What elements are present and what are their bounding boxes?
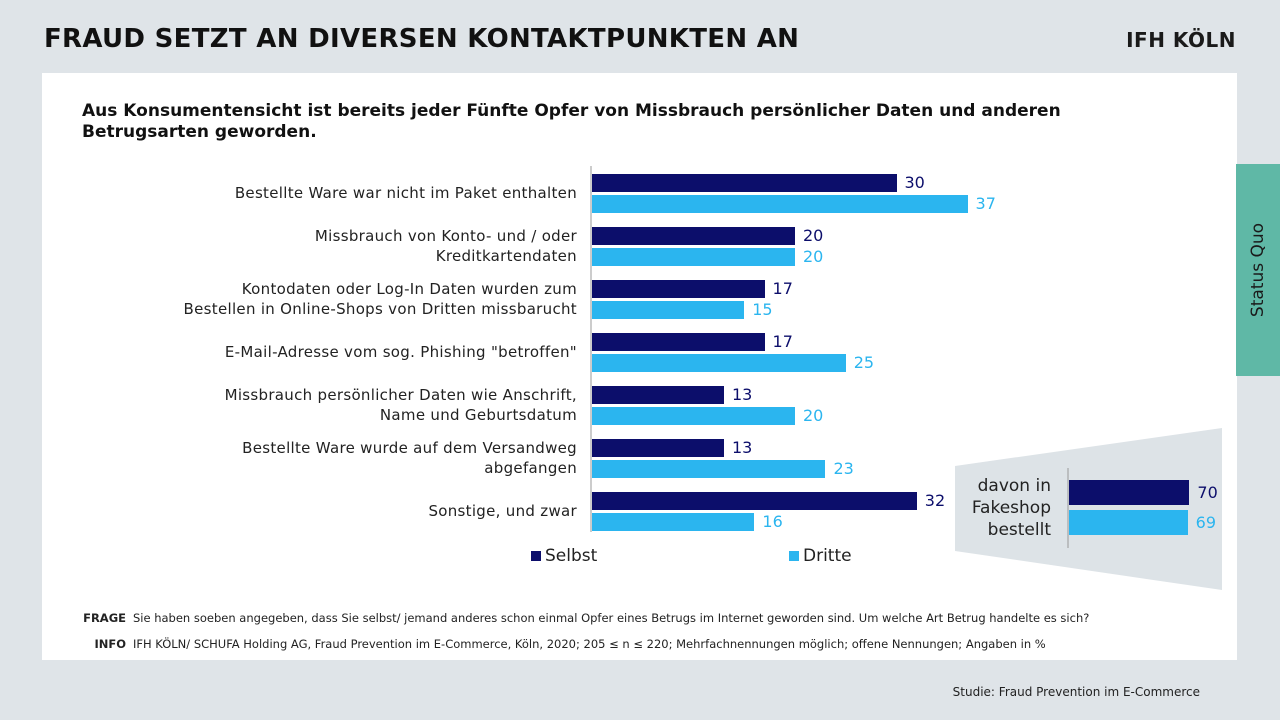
frage-text: Sie haben soeben angegeben, dass Sie sel… <box>133 611 1090 625</box>
footer-source: Studie: Fraud Prevention im E-Commerce <box>952 685 1200 699</box>
category-label-line: Missbrauch persönlicher Daten wie Anschr… <box>224 386 577 404</box>
value-label-dritte: 37 <box>975 194 996 213</box>
value-label-dritte: 20 <box>803 406 824 425</box>
bar-selbst <box>592 280 765 298</box>
inset-bar-selbst <box>1069 480 1190 505</box>
category-label-line: Bestellte Ware war nicht im Paket enthal… <box>234 184 577 202</box>
legend-selbst-swatch <box>531 551 541 561</box>
value-label-selbst: 13 <box>731 385 753 404</box>
bar-dritte <box>592 460 826 478</box>
info-text: IFH KÖLN/ SCHUFA Holding AG, Fraud Preve… <box>133 637 1046 651</box>
category-label: Kontodaten oder Log-In Daten wurden zum B… <box>107 279 577 319</box>
side-tab-label: Status Quo <box>1248 222 1268 318</box>
bar-selbst <box>592 386 724 404</box>
bar-selbst <box>592 492 917 510</box>
bar-selbst <box>592 174 897 192</box>
category-label: Bestellte Ware war nicht im Paket enthal… <box>107 183 577 203</box>
category-label: Missbrauch von Konto- und / oder Kreditka… <box>107 226 577 266</box>
bar-dritte <box>592 407 795 425</box>
bar-dritte <box>592 354 846 372</box>
legend-dritte: Dritte <box>789 546 852 566</box>
value-label-selbst: 17 <box>772 332 793 351</box>
category-label-line: Name und Geburtsdatum <box>379 406 577 424</box>
value-label-dritte: 20 <box>803 247 824 266</box>
category-label-line: Missbrauch von Konto- und / oder <box>314 227 577 245</box>
value-label-selbst: 17 <box>772 279 793 298</box>
category-label-line: E-Mail-Adresse vom sog. Phishing "betrof… <box>224 343 577 361</box>
footer-info: INFO IFH KÖLN/ SCHUFA Holding AG, Fraud P… <box>78 637 1046 651</box>
value-label-dritte: 15 <box>752 300 773 319</box>
value-label-dritte: 16 <box>762 512 783 531</box>
category-label-line: Kontodaten oder Log-In Daten wurden zum <box>241 280 577 298</box>
legend-dritte-swatch <box>789 551 799 561</box>
bar-dritte <box>592 513 755 531</box>
category-label: Missbrauch persönlicher Daten wie Anschr… <box>107 385 577 425</box>
bar-dritte <box>592 248 795 266</box>
bar-selbst <box>592 333 765 351</box>
inset-category-label-line: bestellt <box>987 520 1051 540</box>
legend-selbst: Selbst <box>531 546 597 566</box>
bar-dritte <box>592 195 968 213</box>
value-label-dritte: 23 <box>833 459 854 478</box>
chart-subtitle: Aus Konsumentensicht ist bereits jeder F… <box>82 101 1061 142</box>
inset-category-label-line: Fakeshop <box>971 498 1051 518</box>
inset-value-selbst: 70 <box>1197 483 1218 502</box>
legend-dritte-label: Dritte <box>803 546 852 566</box>
category-label: Bestellte Ware wurde auf dem Versandweg a… <box>107 438 577 478</box>
bar-selbst <box>592 439 724 457</box>
value-label-selbst: 32 <box>924 491 946 510</box>
bar-selbst <box>592 227 795 245</box>
category-label-line: Bestellte Ware wurde auf dem Versandweg <box>242 439 577 457</box>
side-tab-status-quo[interactable]: Status Quo <box>1236 164 1280 376</box>
category-label-line: abgefangen <box>484 459 577 477</box>
inset-value-dritte: 69 <box>1195 513 1217 532</box>
inset-category-label: davon in Fakeshop bestellt <box>931 475 1051 541</box>
bar-dritte <box>592 301 745 319</box>
footer-frage: FRAGE Sie haben soeben angegeben, dass Si… <box>78 611 1089 625</box>
legend-selbst-label: Selbst <box>545 546 598 566</box>
value-label-selbst: 13 <box>731 438 753 457</box>
frage-label: FRAGE <box>83 611 126 625</box>
inset-category-label-line: davon in <box>977 476 1051 496</box>
value-label-selbst: 30 <box>904 173 925 192</box>
category-label: Sonstige, und zwar <box>107 501 577 521</box>
category-label-line: Kreditkartendaten <box>435 247 577 265</box>
category-label: E-Mail-Adresse vom sog. Phishing "betrof… <box>107 342 577 362</box>
info-label: INFO <box>94 637 126 651</box>
category-label-line: Sonstige, und zwar <box>428 502 577 520</box>
page-title: FRAUD SETZT AN DIVERSEN KONTAKTPUNKTEN A… <box>44 24 800 54</box>
inset-bar-dritte <box>1069 510 1188 535</box>
value-label-dritte: 25 <box>853 353 875 372</box>
value-label-selbst: 20 <box>803 226 824 245</box>
ifh-koeln-logo: IFH KÖLN <box>1126 28 1236 52</box>
category-label-line: Bestellen in Online-Shops von Dritten mi… <box>183 300 577 318</box>
